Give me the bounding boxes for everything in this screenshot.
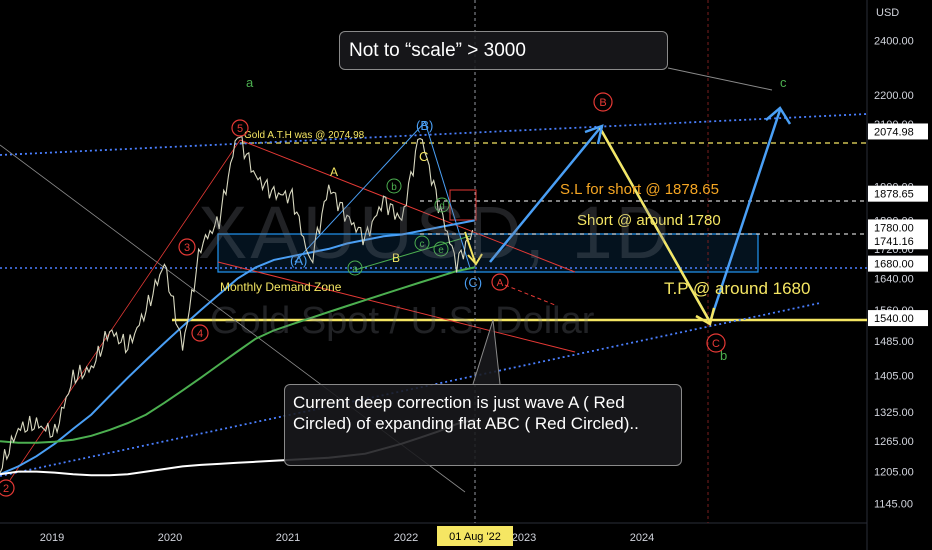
red-trend-lower (217, 261, 576, 353)
wave-2-marker: 2 (0, 479, 15, 497)
moving-average-1 (0, 266, 475, 444)
svg-text:1680.00: 1680.00 (874, 259, 914, 271)
svg-text:1741.16: 1741.16 (874, 236, 914, 248)
arrowhead-c (765, 106, 792, 125)
ath-note: Gold A.T.H was @ 2074.98 (244, 130, 365, 141)
svg-text:b: b (391, 182, 397, 193)
arrowhead-B (584, 124, 604, 145)
wave-B-paren-label: (B) (416, 118, 433, 133)
blue-abc-lines (294, 121, 471, 269)
time-axis-ticks: 2019 2020 2021 2022 2023 2024 (40, 532, 654, 544)
wave-C-label: C (419, 149, 428, 164)
time-tick-3: 2022 (394, 532, 418, 544)
red-trend-upper (239, 139, 576, 273)
price-tick-8: 1485.00 (874, 336, 914, 348)
moving-average-0 (0, 219, 475, 476)
svg-text:a: a (352, 264, 358, 275)
price-tick-11: 1265.00 (874, 436, 914, 448)
wave-4-marker: 4 (191, 324, 209, 342)
svg-text:d: d (439, 201, 445, 212)
sl-note: S.L for short @ 1878.65 (560, 181, 719, 198)
red-wave-A-marker: A (491, 273, 509, 291)
price-tick-0: 2400.00 (874, 35, 914, 47)
price-tag-2: 1780.00 (868, 219, 928, 236)
price-line (0, 135, 474, 474)
price-series-layer (0, 135, 474, 474)
time-tick-1: 2020 (158, 532, 182, 544)
short-note: Short @ around 1780 (577, 212, 721, 229)
wave-C-paren-label: (C) (464, 275, 482, 290)
time-tick-2: 2021 (276, 532, 300, 544)
svg-text:1878.65: 1878.65 (874, 189, 914, 201)
green-wave-a-marker: a (347, 260, 363, 276)
price-axis-tags: 2074.98 1878.65 1780.00 1741.16 1680.00 1540.… (868, 123, 928, 327)
date-crosshair-tag: 01 Aug '22 (449, 531, 501, 543)
bottom-callout-note[interactable]: Current deep correction is just wave A (… (284, 384, 682, 466)
price-tick-6: 1640.00 (874, 274, 914, 286)
time-tick-0: 2019 (40, 532, 64, 544)
svg-text:1540.00: 1540.00 (874, 313, 914, 325)
svg-text:5: 5 (237, 123, 243, 135)
yellow-small-arrowhead (467, 253, 483, 266)
wave-3-marker: 3 (178, 238, 196, 256)
yellow-small-arrow (464, 231, 476, 263)
svg-text:2074.98: 2074.98 (874, 126, 914, 138)
price-tick-10: 1325.00 (874, 407, 914, 419)
price-tag-1: 1878.65 (868, 185, 928, 202)
wave-b-bottom-label: b (720, 348, 727, 363)
red-target-box (449, 189, 477, 221)
price-tick-12: 1205.00 (874, 467, 914, 479)
svg-text:C: C (712, 338, 720, 350)
wave-a-top-label: a (246, 75, 254, 90)
wave-A-label: A (330, 165, 338, 179)
svg-text:4: 4 (197, 328, 203, 340)
date-crosshair-tag-bg (437, 526, 513, 546)
wave-c-top-label: c (780, 75, 787, 90)
svg-text:A: A (497, 278, 504, 289)
green-wave-c-marker: c (414, 235, 430, 251)
wave-A-paren-label: (A) (290, 253, 307, 268)
tp-note: T.P @ around 1680 (664, 279, 810, 298)
green-wave-b-marker: b (386, 178, 402, 194)
green-triangle-base (354, 235, 471, 271)
top-callout-pointer (667, 67, 773, 91)
top-callout-note[interactable]: Not to “scale” > 3000 (339, 31, 668, 70)
price-tag-3: 1741.16 (868, 233, 928, 250)
time-tick-5: 2024 (630, 532, 654, 544)
green-wave-e-marker: e (433, 241, 449, 257)
red-dashed-projection (504, 284, 556, 306)
price-tag-4: 1680.00 (868, 255, 928, 272)
svg-text:2: 2 (3, 483, 9, 495)
wave-5-marker: 5 (231, 119, 249, 137)
yellow-short-arrow (598, 127, 712, 323)
svg-text:1780.00: 1780.00 (874, 222, 914, 234)
price-axis-currency: USD (876, 7, 899, 19)
price-tick-1: 2200.00 (874, 90, 914, 102)
price-tick-9: 1405.00 (874, 370, 914, 382)
green-wave-d-marker: d (434, 197, 450, 213)
svg-text:c: c (420, 239, 425, 250)
svg-text:B: B (599, 97, 606, 109)
red-wave-C-marker: C (706, 333, 726, 353)
time-tick-4: 2023 (512, 532, 536, 544)
price-tag-0: 2074.98 (868, 123, 928, 140)
red-wave-B-marker: B (593, 92, 613, 112)
price-tick-13: 1145.00 (874, 499, 913, 511)
arrowhead-tp (695, 307, 716, 326)
svg-text:e: e (438, 245, 444, 256)
wave-B-label: B (392, 251, 400, 265)
svg-text:3: 3 (184, 242, 190, 254)
bottom-callout-pointer (472, 319, 501, 385)
price-tag-5: 1540.00 (868, 310, 928, 327)
demand-zone-note: Monthly Demand Zone (220, 280, 342, 294)
